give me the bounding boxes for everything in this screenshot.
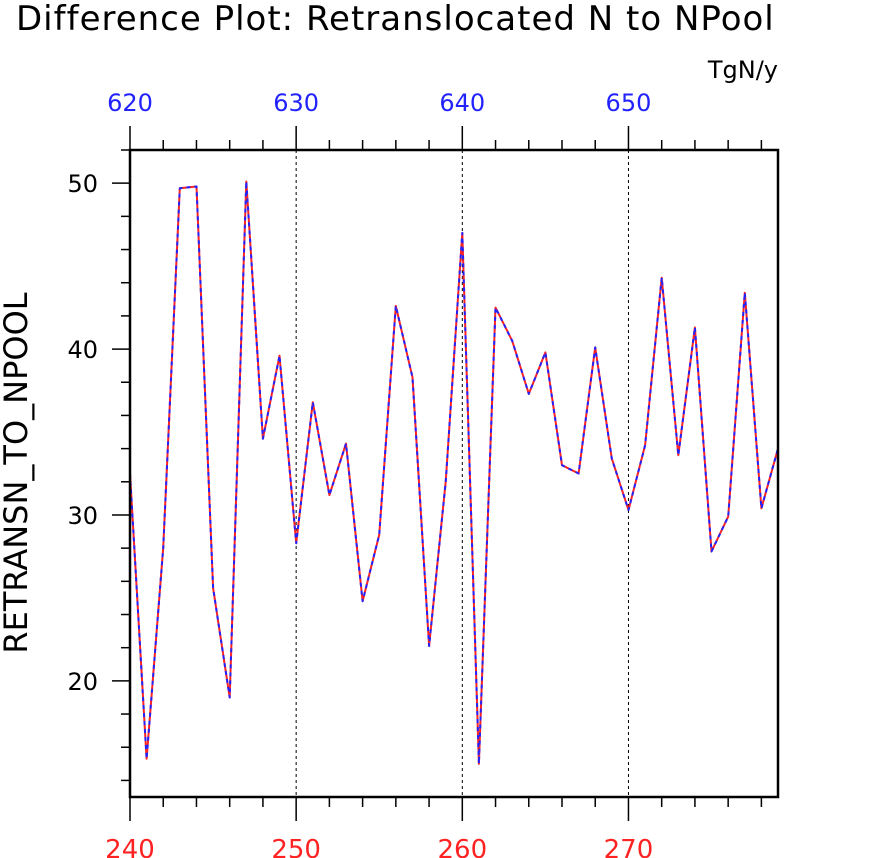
tick-labels: 240 250 260 270 620 630 640 650 20 30 40 50 (67, 89, 653, 858)
y-axis-label: RETRANSN_TO_NPOOL (0, 292, 35, 653)
x-tick-label-bottom: 240 (105, 835, 155, 858)
y-tick-label: 40 (67, 336, 98, 364)
y-tick-label: 20 (67, 668, 98, 696)
x-tick-label-bottom: 250 (271, 835, 321, 858)
units-label: TgN/y (707, 56, 778, 84)
data-lines (129, 180, 779, 765)
tick-marks (112, 126, 763, 821)
x-tick-label-top: 650 (606, 89, 652, 117)
chart-title: Difference Plot: Retranslocated N to NPo… (16, 0, 775, 39)
y-tick-label: 30 (67, 502, 98, 530)
x-tick-label-top: 630 (273, 89, 319, 117)
plot-frame (128, 148, 780, 799)
x-tick-label-top: 620 (107, 89, 153, 117)
x-tick-label-bottom: 270 (604, 835, 654, 858)
x-tick-label-bottom: 260 (437, 835, 487, 858)
y-tick-label: 50 (67, 170, 98, 198)
series-line-1 (129, 180, 779, 765)
x-tick-label-top: 640 (439, 89, 485, 117)
